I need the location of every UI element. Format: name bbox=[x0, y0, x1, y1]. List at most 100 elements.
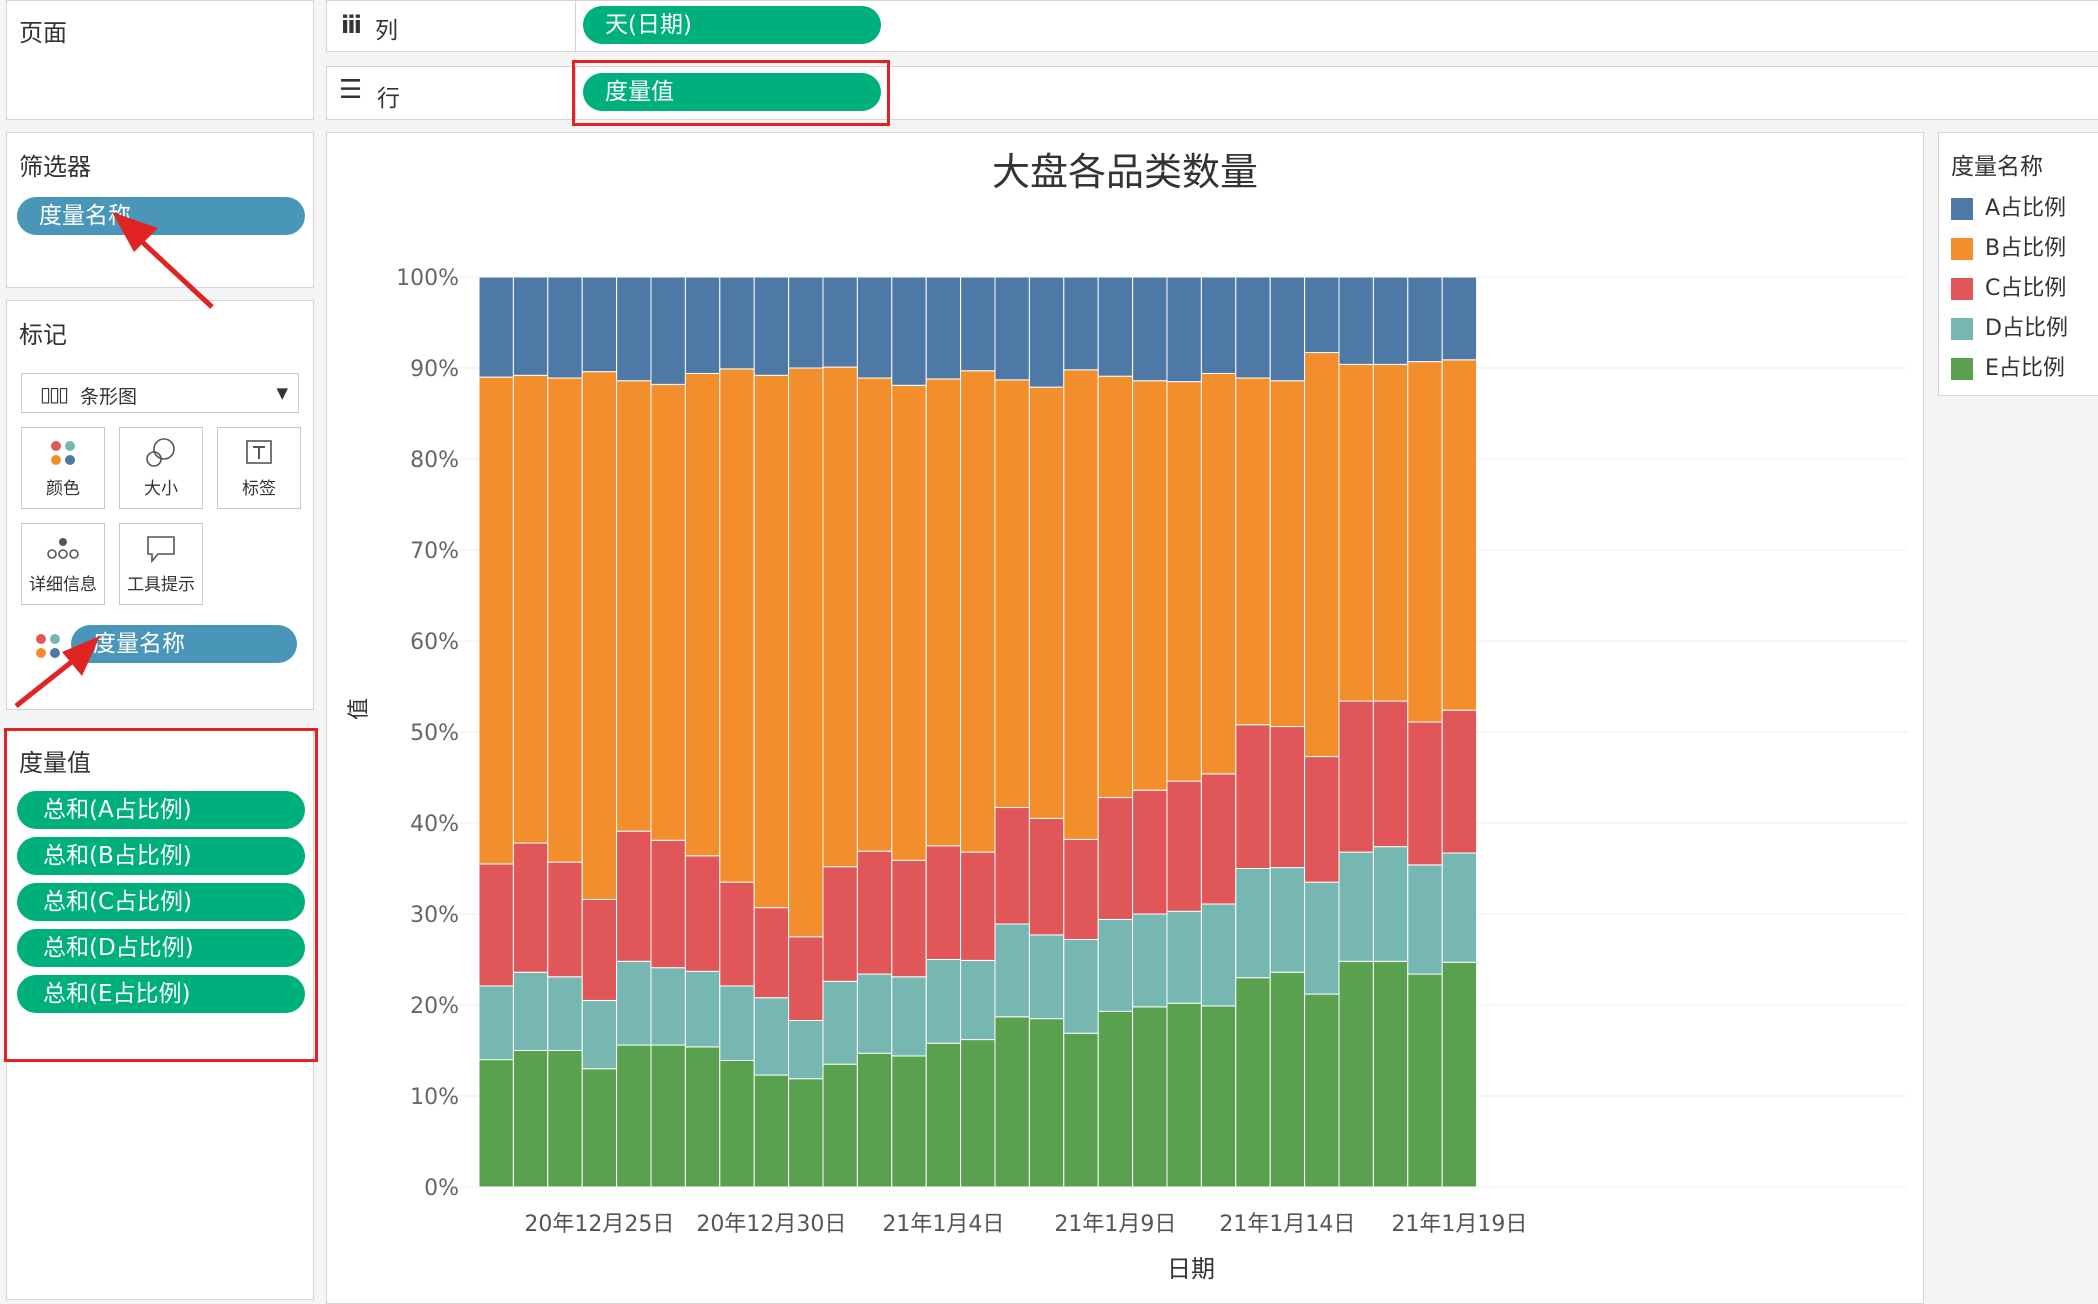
bar-segment-E占比例[interactable] bbox=[822, 1063, 858, 1188]
bar-segment-C占比例[interactable] bbox=[1097, 797, 1134, 920]
bar-segment-C占比例[interactable] bbox=[1304, 756, 1340, 883]
bar-segment-E占比例[interactable] bbox=[547, 1050, 583, 1188]
bar-segment-B占比例[interactable] bbox=[1304, 352, 1340, 758]
bar-segment-C占比例[interactable] bbox=[719, 881, 755, 987]
columns-pill-day-date[interactable]: 天(日期) bbox=[583, 6, 881, 44]
bar-segment-D占比例[interactable] bbox=[1407, 864, 1443, 975]
bar-segment-C占比例[interactable] bbox=[1200, 773, 1237, 905]
legend-item-c[interactable]: C占比例 bbox=[1951, 275, 2066, 303]
bar-segment-B占比例[interactable] bbox=[512, 374, 549, 844]
bar-segment-A占比例[interactable] bbox=[925, 276, 962, 380]
bar-segment-B占比例[interactable] bbox=[719, 368, 755, 883]
bar-segment-A占比例[interactable] bbox=[753, 276, 790, 376]
bar-segment-B占比例[interactable] bbox=[1372, 363, 1409, 702]
bar-segment-B占比例[interactable] bbox=[650, 383, 686, 841]
bar-segment-E占比例[interactable] bbox=[1407, 973, 1443, 1188]
bar-segment-E占比例[interactable] bbox=[1166, 1002, 1202, 1188]
legend-item-a[interactable]: A占比例 bbox=[1951, 195, 2066, 223]
bar-segment-B占比例[interactable] bbox=[1166, 381, 1202, 782]
bar-segment-E占比例[interactable] bbox=[856, 1052, 893, 1188]
size-button[interactable]: 大小 bbox=[119, 427, 203, 509]
legend-item-b[interactable]: B占比例 bbox=[1951, 235, 2066, 263]
bar-segment-B占比例[interactable] bbox=[788, 367, 824, 938]
rows-pill-measure-values[interactable]: 度量值 bbox=[583, 73, 881, 111]
bar-segment-E占比例[interactable] bbox=[891, 1055, 927, 1188]
bar-segment-D占比例[interactable] bbox=[1304, 881, 1340, 995]
bar-segment-A占比例[interactable] bbox=[1028, 276, 1065, 388]
bar-segment-A占比例[interactable] bbox=[1269, 276, 1306, 382]
bar-segment-C占比例[interactable] bbox=[684, 855, 721, 972]
bar-segment-A占比例[interactable] bbox=[1063, 276, 1099, 371]
bar-segment-E占比例[interactable] bbox=[1338, 960, 1374, 1188]
bar-segment-B占比例[interactable] bbox=[856, 377, 893, 852]
measure-pill-a[interactable]: 总和(A占比例) bbox=[17, 791, 305, 829]
bar-segment-D占比例[interactable] bbox=[960, 959, 996, 1041]
bar-segment-C占比例[interactable] bbox=[960, 851, 996, 961]
bar-segment-C占比例[interactable] bbox=[925, 845, 962, 960]
bar-segment-E占比例[interactable] bbox=[1235, 977, 1271, 1188]
bar-segment-A占比例[interactable] bbox=[478, 276, 514, 378]
bar-segment-B占比例[interactable] bbox=[547, 377, 583, 863]
bar-segment-E占比例[interactable] bbox=[1063, 1032, 1099, 1188]
bar-segment-C占比例[interactable] bbox=[512, 842, 549, 973]
bar-segment-C占比例[interactable] bbox=[1441, 709, 1478, 854]
bar-segment-B占比例[interactable] bbox=[994, 379, 1030, 809]
mark-type-dropdown[interactable]: ▯▯▯ 条形图 ▼ bbox=[21, 373, 299, 413]
bar-segment-C占比例[interactable] bbox=[1407, 721, 1443, 866]
bar-segment-C占比例[interactable] bbox=[994, 807, 1030, 925]
bar-segment-D占比例[interactable] bbox=[1269, 867, 1306, 973]
bar-segment-D占比例[interactable] bbox=[478, 985, 514, 1061]
bar-segment-B占比例[interactable] bbox=[1028, 386, 1065, 819]
bar-segment-D占比例[interactable] bbox=[581, 999, 618, 1070]
rows-shelf[interactable]: ☰ 行 度量值 bbox=[326, 66, 2098, 120]
bar-segment-B占比例[interactable] bbox=[1132, 380, 1168, 791]
bar-segment-C占比例[interactable] bbox=[822, 866, 858, 982]
bar-segment-A占比例[interactable] bbox=[1372, 276, 1409, 365]
bar-segment-A占比例[interactable] bbox=[1166, 276, 1202, 383]
bar-segment-B占比例[interactable] bbox=[1235, 377, 1271, 726]
bar-segment-D占比例[interactable] bbox=[547, 976, 583, 1051]
bar-segment-C占比例[interactable] bbox=[581, 898, 618, 1001]
bar-segment-B占比例[interactable] bbox=[1200, 372, 1237, 775]
bar-segment-E占比例[interactable] bbox=[1097, 1010, 1134, 1188]
bar-segment-B占比例[interactable] bbox=[1063, 369, 1099, 840]
bar-segment-A占比例[interactable] bbox=[1338, 276, 1374, 365]
bar-segment-B占比例[interactable] bbox=[581, 371, 618, 900]
bar-segment-E占比例[interactable] bbox=[994, 1016, 1030, 1188]
bar-segment-E占比例[interactable] bbox=[1372, 960, 1409, 1188]
measure-pill-b[interactable]: 总和(B占比例) bbox=[17, 837, 305, 875]
bar-segment-B占比例[interactable] bbox=[753, 374, 790, 909]
bar-segment-D占比例[interactable] bbox=[856, 973, 893, 1054]
bar-segment-D占比例[interactable] bbox=[684, 970, 721, 1048]
bar-segment-D占比例[interactable] bbox=[925, 959, 962, 1044]
bar-segment-D占比例[interactable] bbox=[822, 980, 858, 1065]
bar-segment-B占比例[interactable] bbox=[891, 384, 927, 861]
bar-segment-E占比例[interactable] bbox=[478, 1059, 514, 1188]
bar-segment-E占比例[interactable] bbox=[1441, 961, 1478, 1188]
bar-segment-C占比例[interactable] bbox=[547, 861, 583, 978]
bar-segment-E占比例[interactable] bbox=[925, 1042, 962, 1188]
bar-segment-B占比例[interactable] bbox=[925, 378, 962, 847]
bar-segment-C占比例[interactable] bbox=[1269, 726, 1306, 869]
bar-segment-A占比例[interactable] bbox=[719, 276, 755, 370]
bar-segment-A占比例[interactable] bbox=[1235, 276, 1271, 379]
bar-segment-A占比例[interactable] bbox=[616, 276, 652, 382]
bar-segment-E占比例[interactable] bbox=[960, 1039, 996, 1188]
color-pill-measure-names[interactable]: 度量名称 bbox=[71, 625, 297, 663]
bar-segment-A占比例[interactable] bbox=[547, 276, 583, 379]
bar-segment-C占比例[interactable] bbox=[1028, 817, 1065, 936]
legend-item-e[interactable]: E占比例 bbox=[1951, 355, 2065, 383]
bar-segment-E占比例[interactable] bbox=[512, 1050, 549, 1188]
bar-segment-C占比例[interactable] bbox=[478, 863, 514, 987]
bar-segment-C占比例[interactable] bbox=[616, 830, 652, 962]
bar-segment-B占比例[interactable] bbox=[1407, 361, 1443, 723]
measure-pill-d[interactable]: 总和(D占比例) bbox=[17, 929, 305, 967]
bar-segment-D占比例[interactable] bbox=[1097, 918, 1134, 1012]
bar-segment-B占比例[interactable] bbox=[1338, 363, 1374, 702]
bar-segment-C占比例[interactable] bbox=[856, 850, 893, 975]
bar-segment-A占比例[interactable] bbox=[960, 276, 996, 372]
color-button[interactable]: 颜色 bbox=[21, 427, 105, 509]
detail-button[interactable]: 详细信息 bbox=[21, 523, 105, 605]
bar-segment-D占比例[interactable] bbox=[1132, 913, 1168, 1008]
bar-segment-B占比例[interactable] bbox=[1441, 359, 1478, 711]
